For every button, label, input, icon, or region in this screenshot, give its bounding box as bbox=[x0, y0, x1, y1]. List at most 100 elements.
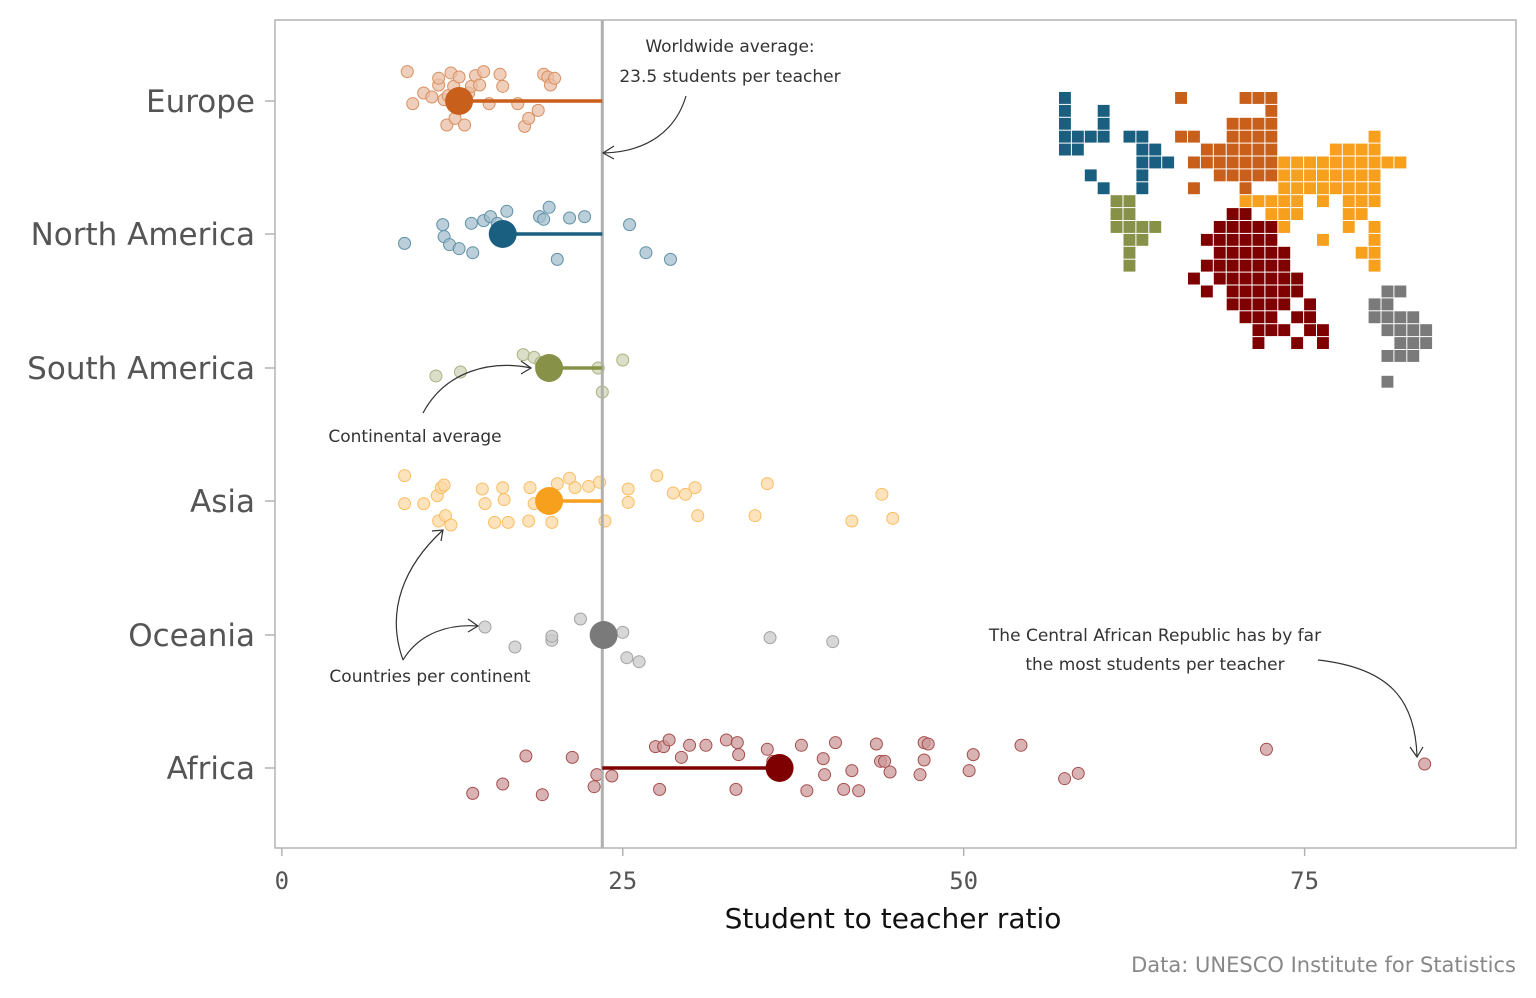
country-point-oceania bbox=[620, 651, 634, 665]
country-point-north-america bbox=[464, 216, 478, 230]
country-point-north-america bbox=[466, 246, 480, 260]
map-cell-africa bbox=[1239, 208, 1252, 220]
map-cell-africa bbox=[1265, 285, 1278, 298]
map-cell-asia bbox=[1278, 169, 1291, 182]
map-cell-oceania bbox=[1407, 311, 1420, 324]
country-point-africa bbox=[1014, 738, 1028, 752]
country-point-south-america bbox=[516, 348, 530, 362]
map-cell-africa bbox=[1304, 324, 1316, 337]
country-point-south-america bbox=[616, 353, 630, 367]
map-cell-north-america bbox=[1071, 130, 1084, 143]
map-cell-europe bbox=[1265, 169, 1278, 182]
map-cell-north-america bbox=[1084, 169, 1097, 182]
map-cell-europe bbox=[1175, 130, 1187, 143]
map-cell-asia bbox=[1355, 156, 1368, 169]
country-point-asia bbox=[875, 487, 889, 501]
country-point-africa bbox=[800, 784, 814, 798]
map-cell-europe bbox=[1265, 130, 1278, 143]
map-cell-europe bbox=[1239, 143, 1252, 156]
map-cell-asia bbox=[1381, 156, 1394, 169]
map-cell-europe bbox=[1188, 182, 1200, 195]
map-cell-africa bbox=[1252, 233, 1265, 246]
map-cell-oceania bbox=[1407, 350, 1420, 362]
map-cell-south-america bbox=[1123, 221, 1136, 233]
country-point-africa bbox=[699, 738, 713, 752]
map-cell-asia bbox=[1291, 182, 1304, 195]
map-cell-north-america bbox=[1059, 143, 1071, 156]
map-cell-africa bbox=[1226, 233, 1239, 246]
map-cell-north-america bbox=[1097, 117, 1110, 130]
map-cell-north-america bbox=[1123, 130, 1136, 143]
country-point-asia bbox=[748, 509, 762, 523]
map-cell-africa bbox=[1200, 233, 1213, 246]
country-point-africa bbox=[729, 782, 743, 796]
map-cell-oceania bbox=[1381, 324, 1394, 337]
country-point-oceania bbox=[632, 655, 646, 669]
map-cell-north-america bbox=[1136, 156, 1149, 169]
country-point-asia bbox=[621, 482, 635, 496]
map-cell-asia bbox=[1317, 156, 1329, 169]
map-cell-south-america bbox=[1136, 233, 1149, 246]
map-cell-north-america bbox=[1149, 143, 1162, 156]
map-cell-europe bbox=[1175, 92, 1187, 104]
country-point-africa bbox=[466, 786, 480, 800]
worldwide-average-arrowhead bbox=[601, 145, 615, 160]
country-point-asia bbox=[582, 479, 596, 493]
map-cell-asia bbox=[1394, 156, 1407, 169]
map-cell-africa bbox=[1252, 324, 1265, 337]
map-cell-asia bbox=[1342, 182, 1355, 195]
map-cell-asia bbox=[1317, 195, 1329, 208]
country-point-africa bbox=[1259, 742, 1273, 756]
map-cell-europe bbox=[1265, 143, 1278, 156]
country-point-asia bbox=[417, 497, 431, 511]
map-cell-asia bbox=[1342, 208, 1355, 220]
x-tick-label: 25 bbox=[608, 867, 637, 895]
map-cell-asia bbox=[1355, 182, 1368, 195]
map-cell-oceania bbox=[1407, 324, 1420, 337]
countries-arrow-oceania bbox=[402, 625, 479, 661]
map-cell-asia bbox=[1329, 169, 1342, 182]
country-point-africa bbox=[794, 738, 808, 752]
map-cell-europe bbox=[1226, 143, 1239, 156]
country-point-north-america bbox=[550, 252, 564, 266]
map-cell-north-america bbox=[1149, 156, 1162, 169]
countries-per-continent-annotation: Countries per continent bbox=[329, 667, 530, 687]
car-arrow bbox=[1317, 659, 1418, 757]
map-cell-africa bbox=[1265, 221, 1278, 233]
worldwide-average-arrow bbox=[602, 95, 687, 154]
map-cell-asia bbox=[1368, 182, 1381, 195]
country-point-asia bbox=[444, 518, 458, 532]
map-cell-europe bbox=[1226, 169, 1239, 182]
map-cell-asia bbox=[1317, 182, 1329, 195]
country-point-north-america bbox=[663, 252, 677, 266]
map-cell-africa bbox=[1239, 272, 1252, 285]
country-point-africa bbox=[662, 733, 676, 747]
country-point-europe bbox=[432, 71, 446, 85]
world-map-icon bbox=[1059, 92, 1433, 388]
map-cell-europe bbox=[1265, 117, 1278, 130]
map-cell-africa bbox=[1213, 259, 1226, 272]
map-cell-north-america bbox=[1071, 143, 1084, 156]
map-cell-south-america bbox=[1123, 208, 1136, 220]
category-label-south-america: South America bbox=[27, 351, 255, 387]
country-point-africa bbox=[818, 768, 832, 782]
category-label-oceania: Oceania bbox=[128, 618, 255, 654]
country-point-europe bbox=[473, 78, 487, 92]
map-cell-africa bbox=[1317, 324, 1329, 337]
map-cell-asia bbox=[1239, 195, 1252, 208]
country-point-asia bbox=[688, 481, 702, 495]
map-cell-north-america bbox=[1059, 117, 1071, 130]
country-point-africa bbox=[913, 768, 927, 782]
map-cell-africa bbox=[1213, 221, 1226, 233]
country-point-north-america bbox=[623, 218, 637, 232]
map-cell-africa bbox=[1252, 285, 1265, 298]
category-label-asia: Asia bbox=[190, 484, 255, 520]
country-point-africa bbox=[883, 765, 897, 779]
continent-average-point-north-america bbox=[488, 220, 517, 248]
country-point-asia bbox=[398, 497, 412, 511]
map-cell-oceania bbox=[1381, 285, 1394, 298]
country-point-europe bbox=[452, 70, 466, 84]
map-cell-africa bbox=[1278, 259, 1291, 272]
map-cell-north-america bbox=[1097, 182, 1110, 195]
map-cell-oceania bbox=[1381, 311, 1394, 324]
